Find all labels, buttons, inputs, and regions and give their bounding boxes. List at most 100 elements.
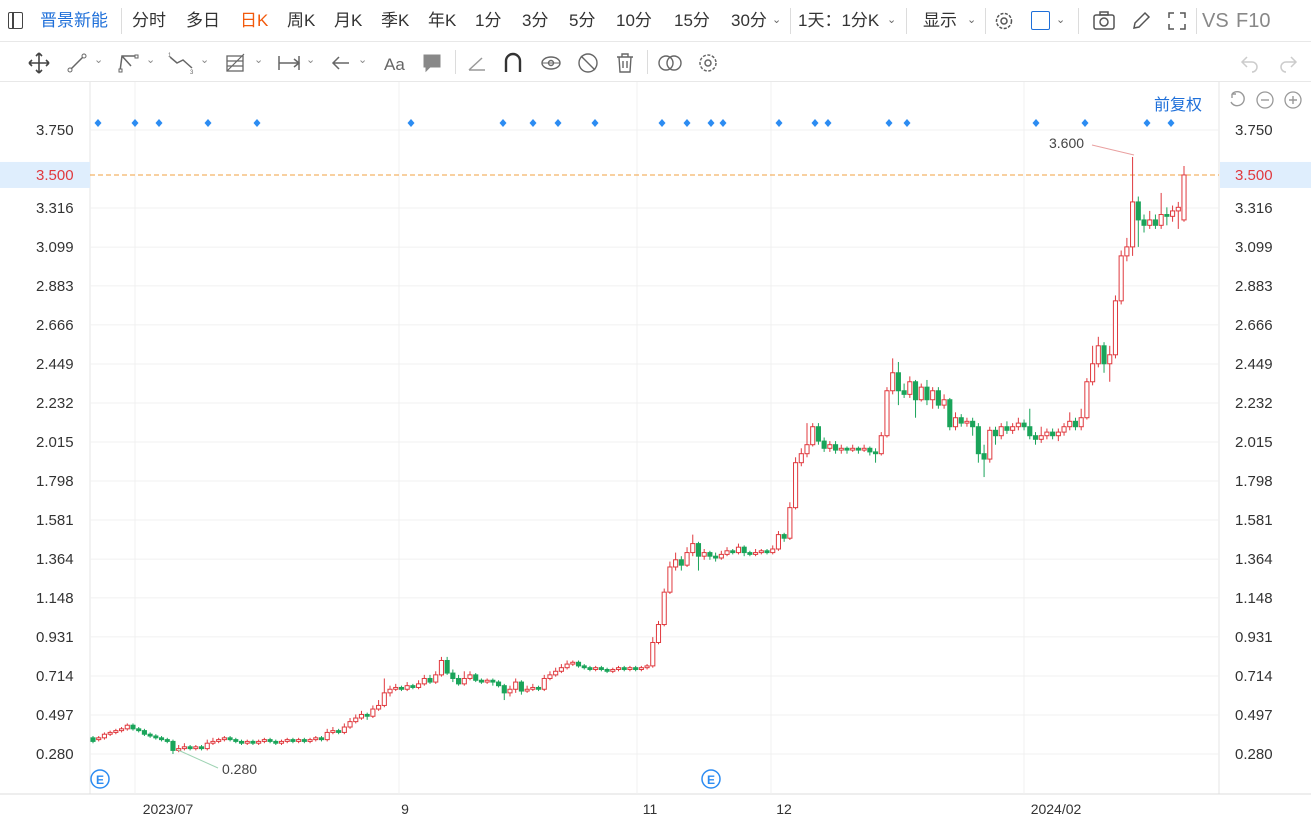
pencil-icon[interactable] — [1130, 10, 1152, 32]
tab-multiday[interactable]: 多日 — [186, 11, 220, 30]
candle-body — [581, 665, 587, 669]
tab-yearly-k[interactable]: 年K — [428, 11, 457, 30]
settings-icon[interactable] — [696, 51, 720, 75]
y-tick-label: 1.364 — [1235, 551, 1273, 568]
tab-quarterly-k[interactable]: 季K — [381, 11, 410, 30]
fullscreen-icon[interactable] — [1166, 10, 1188, 32]
chart-area[interactable]: 前复权 3.750 3.500 3.316 3.099 2.883 2.666 2.449 2… — [0, 82, 1311, 829]
chevron-down-icon[interactable]: ⌄ — [1056, 14, 1066, 26]
tab-monthly-k[interactable]: 月K — [334, 11, 363, 30]
candle-body — [1118, 255, 1124, 302]
hide-icon[interactable] — [576, 51, 600, 75]
candle-body — [798, 453, 804, 464]
chevron-down-icon[interactable]: ⌄ — [200, 54, 210, 66]
candle — [1118, 250, 1124, 305]
sidebar-toggle-icon[interactable] — [8, 12, 23, 29]
chevron-down-icon[interactable]: ⌄ — [887, 14, 897, 26]
zoom-in-icon[interactable] — [1283, 90, 1303, 110]
candle — [861, 444, 867, 452]
chevron-down-icon[interactable]: ⌄ — [358, 54, 368, 66]
candle-body — [456, 677, 462, 685]
candle — [450, 669, 456, 683]
candle-body — [153, 735, 159, 739]
candle — [387, 685, 393, 697]
event-marker-icon — [885, 119, 893, 127]
candle-body — [278, 740, 285, 744]
trash-icon[interactable] — [614, 51, 636, 75]
tab-3min[interactable]: 3分 — [522, 11, 549, 30]
min-leader-line — [177, 749, 219, 769]
candle — [541, 674, 547, 692]
candle — [198, 745, 205, 751]
candle-body — [735, 546, 742, 554]
y-tick-label: 2.883 — [36, 278, 74, 295]
candle-body — [387, 688, 393, 694]
candle — [701, 548, 707, 560]
display-menu[interactable]: 显示 — [923, 11, 957, 30]
candle — [347, 718, 353, 729]
chevron-down-icon[interactable]: ⌄ — [254, 54, 264, 66]
y-tick-label: 3.316 — [36, 200, 74, 217]
vs-button[interactable]: VS — [1202, 10, 1229, 32]
chevron-down-icon[interactable]: ⌄ — [967, 14, 977, 26]
fib-tool-icon[interactable] — [224, 51, 248, 75]
range-tool-icon[interactable] — [276, 52, 302, 74]
reset-icon[interactable] — [1227, 90, 1247, 110]
color-square-icon[interactable] — [1031, 11, 1050, 30]
candle — [130, 723, 136, 731]
candle-body — [364, 713, 370, 717]
zoom-out-icon[interactable] — [1255, 90, 1275, 110]
candle-body — [912, 381, 919, 401]
y-tick-label: 1.148 — [1235, 590, 1273, 607]
tab-30min[interactable]: 30分 — [731, 11, 767, 30]
tab-1min[interactable]: 1分 — [475, 11, 502, 30]
tab-fenshi[interactable]: 分时 — [132, 11, 166, 30]
redo-icon[interactable] — [1277, 52, 1299, 74]
candle — [1112, 295, 1119, 359]
candle-body — [1038, 435, 1044, 440]
camera-icon[interactable] — [1092, 10, 1116, 32]
candle-body — [1010, 426, 1016, 431]
event-marker-icon — [499, 119, 507, 127]
chevron-down-icon[interactable]: ⌄ — [146, 54, 156, 66]
candle-body — [890, 372, 896, 392]
tab-5min[interactable]: 5分 — [569, 11, 596, 30]
candle-body — [136, 728, 142, 732]
f10-button[interactable]: F10 — [1236, 10, 1271, 32]
tab-10min[interactable]: 10分 — [616, 11, 652, 30]
eye-icon[interactable] — [539, 51, 563, 75]
gear-icon[interactable] — [993, 10, 1015, 32]
channel-tool-icon[interactable] — [117, 52, 141, 74]
candle — [535, 685, 542, 692]
chevron-down-icon[interactable]: ⌄ — [94, 54, 104, 66]
minute-combo-select[interactable]: 1天：1分K — [798, 11, 880, 30]
line-tool-icon[interactable] — [66, 52, 88, 74]
tab-weekly-k[interactable]: 周K — [287, 11, 316, 30]
svg-text:3: 3 — [190, 70, 194, 75]
move-icon[interactable] — [27, 51, 51, 75]
magnet-icon[interactable] — [501, 51, 525, 75]
angle-tool-icon[interactable] — [466, 52, 488, 74]
undo-icon[interactable] — [1239, 52, 1261, 74]
chevron-down-icon[interactable]: ⌄ — [772, 14, 782, 26]
candle — [575, 660, 582, 668]
candle — [393, 683, 399, 692]
candle — [1032, 432, 1039, 445]
tab-daily-k[interactable]: 日K — [240, 11, 269, 30]
candle — [227, 736, 233, 742]
candle — [1141, 214, 1147, 233]
arrow-left-icon[interactable] — [330, 52, 352, 74]
adjust-mode-button[interactable]: 前复权 — [1154, 97, 1203, 114]
candle — [850, 444, 856, 452]
chevron-down-icon[interactable]: ⌄ — [306, 54, 316, 66]
text-tool-icon[interactable]: Aa — [382, 52, 410, 74]
tab-15min[interactable]: 15分 — [674, 11, 710, 30]
comment-tool-icon[interactable] — [421, 52, 443, 74]
wave-tool-icon[interactable]: 13 — [168, 51, 196, 75]
candle-body — [861, 447, 867, 451]
candle-body — [947, 399, 953, 428]
candle — [518, 680, 524, 695]
stock-name[interactable]: 晋景新能 — [40, 11, 108, 30]
compare-icon[interactable] — [657, 52, 683, 74]
candlestick-chart[interactable]: 3.750 3.500 3.316 3.099 2.883 2.666 2.449 2.232… — [0, 82, 1311, 829]
